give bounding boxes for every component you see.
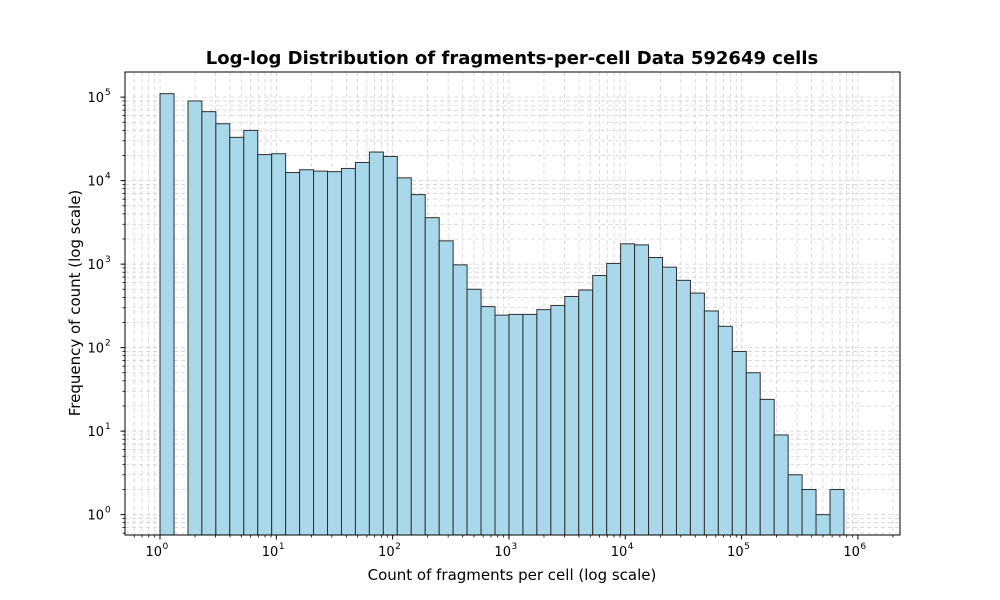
x-tick-exponent: 1	[279, 542, 285, 552]
x-tick-exponent: 4	[628, 542, 634, 552]
histogram-bar	[717, 325, 733, 536]
histogram-bar	[480, 306, 496, 536]
x-tick-exponent: 0	[163, 542, 169, 552]
y-tick-exponent: 0	[105, 506, 111, 516]
histogram-bar	[494, 314, 510, 536]
histogram-bar	[536, 309, 552, 536]
histogram-bar	[368, 151, 384, 536]
histogram-bar	[340, 167, 356, 536]
y-tick-base: 10	[87, 175, 104, 190]
histogram-bar	[662, 266, 677, 536]
histogram-bar	[382, 155, 398, 536]
histogram-bar	[787, 474, 803, 536]
histogram-bar	[285, 172, 301, 536]
histogram-bar	[592, 275, 608, 536]
histogram-bar	[773, 434, 789, 536]
x-axis-ticks: 10 0 10 1 10 2 10 3 10 4 10 5 10 6	[133, 535, 894, 560]
histogram-bar	[689, 292, 705, 536]
histogram-bar	[452, 264, 468, 536]
y-axis-label: Frequency of count (log scale)	[66, 190, 84, 417]
y-tick-exponent: 1	[105, 422, 111, 432]
y-tick-label: 10 3	[87, 255, 110, 273]
x-tick-base: 10	[145, 545, 162, 560]
x-tick-base: 10	[727, 545, 744, 560]
histogram-bars	[159, 93, 845, 536]
x-tick-label: 10 3	[494, 542, 517, 560]
histogram-bar	[271, 153, 287, 536]
histogram-bar	[731, 350, 747, 536]
histogram-bar	[201, 111, 217, 536]
x-tick-exponent: 2	[395, 542, 401, 552]
histogram-bar	[675, 279, 691, 536]
histogram-bar	[620, 243, 636, 536]
histogram-bar	[159, 93, 175, 536]
x-tick-exponent: 5	[744, 542, 750, 552]
histogram-bar	[313, 170, 329, 536]
histogram-bar	[410, 194, 426, 536]
histogram-bar	[354, 161, 370, 536]
y-tick-exponent: 2	[105, 339, 111, 349]
histogram-bar	[522, 313, 538, 536]
x-tick-exponent: 3	[511, 542, 517, 552]
y-tick-exponent: 5	[105, 88, 111, 98]
histogram-bar	[703, 310, 719, 536]
y-tick-base: 10	[87, 91, 104, 106]
histogram-bar	[243, 129, 259, 536]
histogram-bar	[438, 240, 454, 536]
histogram-bar	[299, 169, 315, 536]
x-tick-base: 10	[378, 545, 395, 560]
y-tick-exponent: 3	[105, 255, 111, 265]
x-tick-label: 10 4	[611, 542, 634, 560]
histogram-bar	[634, 244, 650, 536]
x-tick-label: 10 5	[727, 542, 750, 560]
plot-frame	[124, 71, 901, 536]
histogram-bar	[466, 288, 482, 536]
y-tick-label: 10 5	[87, 88, 110, 106]
histogram-bar	[229, 136, 245, 536]
y-tick-base: 10	[87, 258, 104, 273]
x-tick-label: 10 1	[262, 542, 285, 560]
x-tick-label: 10 0	[145, 542, 168, 560]
x-tick-base: 10	[262, 545, 279, 560]
x-tick-base: 10	[494, 545, 511, 560]
y-tick-exponent: 4	[105, 172, 111, 182]
x-tick-base: 10	[843, 545, 860, 560]
y-tick-base: 10	[87, 342, 104, 357]
histogram-bar	[745, 372, 761, 536]
x-axis-label: Count of fragments per cell (log scale)	[368, 566, 657, 584]
y-tick-label: 10 1	[87, 422, 110, 440]
x-tick-label: 10 6	[843, 542, 866, 560]
histogram-bar	[801, 488, 817, 536]
histogram-bar	[215, 123, 231, 536]
histogram-bar	[327, 171, 342, 536]
x-tick-base: 10	[611, 545, 628, 560]
histogram-bar	[829, 488, 845, 536]
y-tick-label: 10 4	[87, 172, 111, 190]
histogram-bar	[187, 100, 203, 536]
histogram-bar	[606, 262, 622, 536]
y-tick-base: 10	[87, 509, 104, 524]
histogram-bar	[257, 154, 273, 536]
chart-title: Log-log Distribution of fragments-per-ce…	[206, 48, 818, 69]
histogram-bar	[396, 177, 412, 536]
y-tick-label: 10 0	[87, 506, 111, 524]
histogram-bar	[815, 514, 831, 536]
histogram-bar	[550, 304, 566, 536]
histogram-bar	[648, 257, 664, 536]
x-tick-exponent: 6	[860, 542, 866, 552]
x-tick-label: 10 2	[378, 542, 401, 560]
y-tick-label: 10 2	[87, 339, 110, 357]
histogram-bar	[578, 289, 594, 536]
histogram-bar	[759, 398, 775, 536]
histogram-bar	[424, 217, 440, 536]
histogram-bar	[564, 295, 580, 536]
y-tick-base: 10	[87, 425, 104, 440]
histogram-bar	[508, 313, 524, 536]
